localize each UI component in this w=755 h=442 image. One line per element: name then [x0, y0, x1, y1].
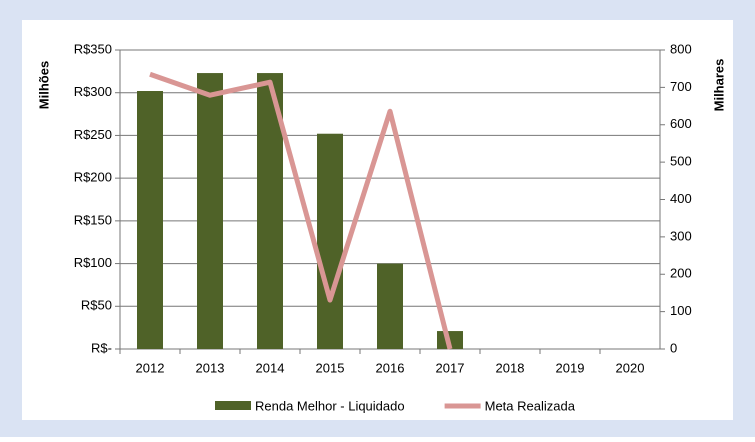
y-tick-label: R$250 — [74, 127, 112, 142]
x-tick-label: 2020 — [616, 360, 645, 375]
legend-label: Renda Melhor - Liquidado — [255, 398, 405, 413]
x-tick-label: 2013 — [196, 360, 225, 375]
x-tick-label: 2018 — [496, 360, 525, 375]
x-tick-label: 2016 — [376, 360, 405, 375]
legend-swatch — [215, 401, 251, 410]
y-tick-label: R$- — [91, 340, 112, 355]
y2-tick-label: 800 — [670, 41, 692, 56]
y-tick-label: R$300 — [74, 84, 112, 99]
y2-tick-label: 300 — [670, 228, 692, 243]
y-tick-label: R$350 — [74, 41, 112, 56]
legend-label: Meta Realizada — [485, 398, 576, 413]
bar — [377, 263, 403, 349]
x-tick-label: 2017 — [436, 360, 465, 375]
bar — [197, 73, 223, 350]
y2-tick-label: 700 — [670, 79, 692, 94]
y2-tick-label: 0 — [670, 340, 677, 355]
y-tick-label: R$50 — [81, 298, 112, 313]
y2-tick-label: 500 — [670, 154, 692, 169]
y-tick-label: R$200 — [74, 170, 112, 185]
x-tick-label: 2012 — [136, 360, 165, 375]
bar — [137, 91, 163, 350]
y2-axis-label: Milhares — [711, 59, 726, 112]
y-tick-label: R$150 — [74, 212, 112, 227]
y2-tick-label: 600 — [670, 116, 692, 131]
y2-tick-label: 400 — [670, 191, 692, 206]
y2-tick-label: 100 — [670, 303, 692, 318]
x-tick-label: 2015 — [316, 360, 345, 375]
y-axis-label: Milhões — [36, 61, 51, 109]
line — [149, 71, 453, 350]
x-tick-label: 2019 — [556, 360, 585, 375]
y-tick-label: R$100 — [74, 255, 112, 270]
bar — [317, 133, 343, 349]
x-tick-label: 2014 — [256, 360, 285, 375]
y2-tick-label: 200 — [670, 266, 692, 281]
